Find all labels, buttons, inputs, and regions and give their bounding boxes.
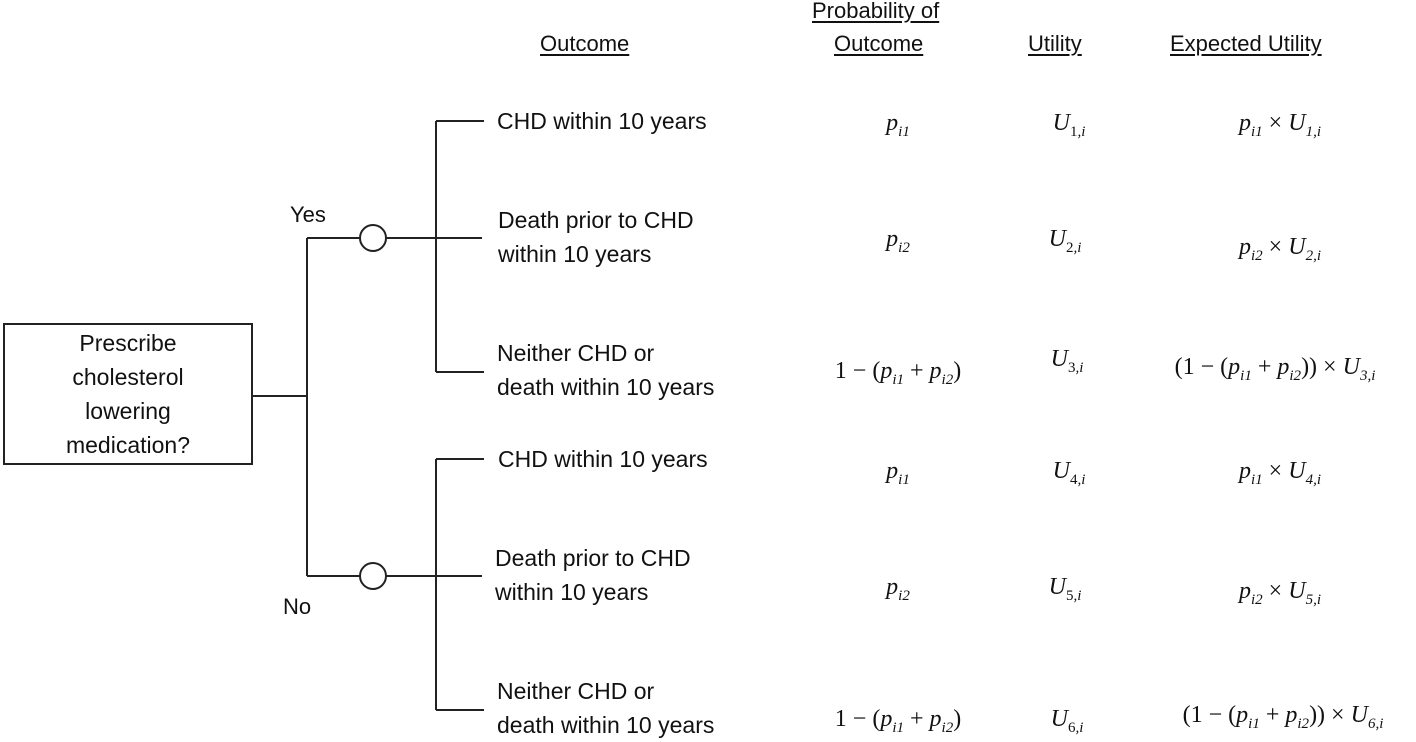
probability-cell-6: 1 − (pi1 + pi2) [834, 706, 962, 736]
expected-utility-cell-5: pi2 × U5,i [1239, 578, 1321, 608]
utility-cell-6: U6,i [1050, 706, 1084, 736]
outcome-row-2: Death prior to CHD within 10 years [498, 207, 694, 267]
branch-label-yes: Yes [290, 202, 326, 227]
expected-utility-cell-4: pi1 × U4,i [1239, 458, 1321, 488]
header-utility: Utility [1028, 31, 1082, 56]
probability-cell-2: pi2 [886, 226, 910, 256]
probability-cell-3: 1 − (pi1 + pi2) [834, 358, 962, 388]
expected-utility-cell-6: (1 − (pi1 + pi2)) × U6,i [1182, 702, 1384, 732]
expected-utility-cell-1: pi1 × U1,i [1239, 110, 1321, 140]
decision-node: Prescribe cholesterol lowering medicatio… [3, 323, 253, 465]
expected-utility-cell-2: pi2 × U2,i [1239, 234, 1321, 264]
probability-cell-4: pi1 [886, 458, 910, 488]
utility-cell-4: U4,i [1052, 458, 1086, 488]
outcome-row-1: CHD within 10 years [497, 108, 707, 134]
header-probability-line1: Probability of [812, 0, 940, 23]
yes-chance-node [359, 224, 387, 252]
no-chance-node [359, 562, 387, 590]
probability-cell-5: pi2 [886, 574, 910, 604]
expected-utility-cell-3: (1 − (pi1 + pi2)) × U3,i [1174, 354, 1376, 384]
utility-cell-3: U3,i [1050, 346, 1084, 376]
utility-cell-2: U2,i [1048, 226, 1082, 256]
branch-label-no: No [283, 594, 312, 619]
outcome-row-6: Neither CHD or death within 10 years [497, 678, 715, 738]
utility-cell-5: U5,i [1048, 574, 1082, 604]
header-outcome: Outcome [540, 31, 630, 56]
outcome-row-5: Death prior to CHD within 10 years [495, 545, 691, 605]
probability-cell-1: pi1 [886, 110, 910, 140]
header-probability-line2: Outcome [834, 31, 924, 56]
utility-cell-1: U1,i [1052, 110, 1086, 140]
outcome-row-4: CHD within 10 years [498, 446, 708, 472]
decision-label: Prescribe cholesterol lowering medicatio… [65, 330, 191, 458]
header-expected-utility: Expected Utility [1170, 31, 1322, 56]
outcome-row-3: Neither CHD or death within 10 years [497, 340, 715, 400]
